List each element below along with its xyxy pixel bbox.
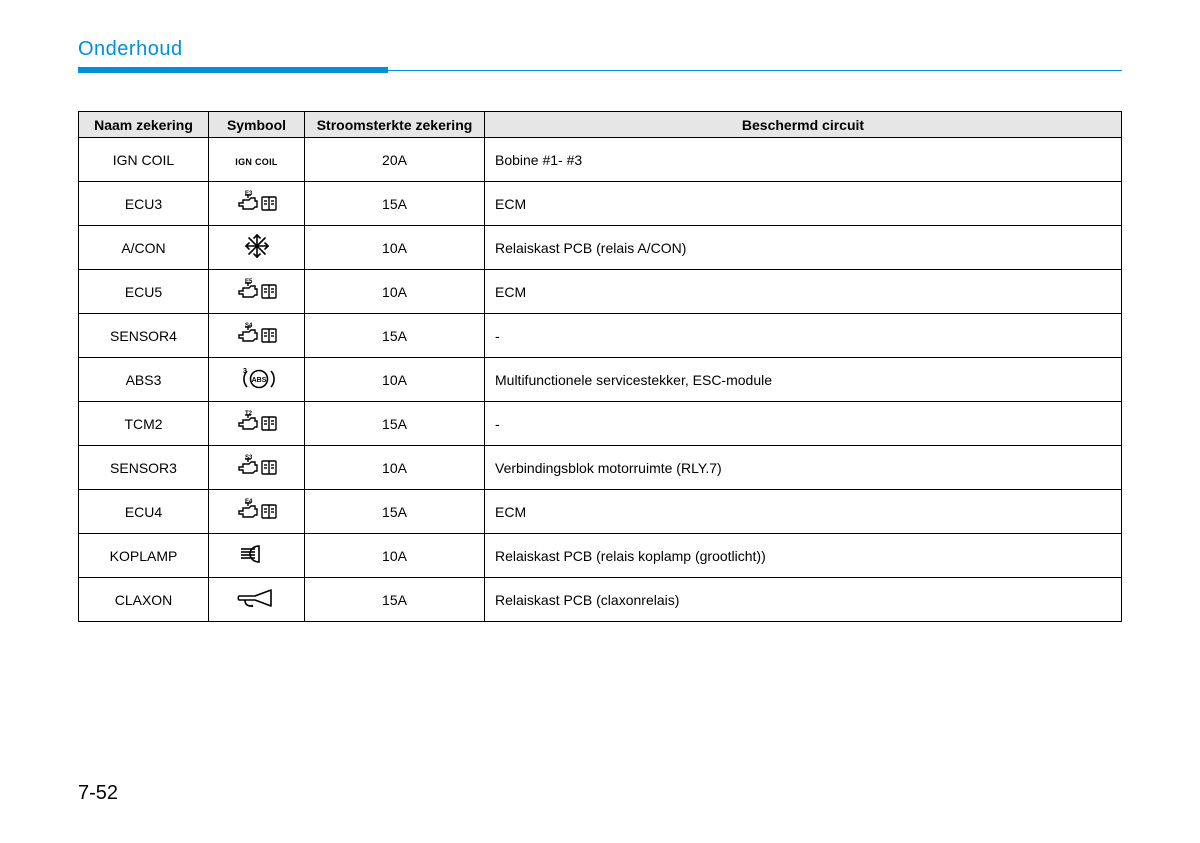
fuse-symbol-cell: 3 ABS: [209, 358, 305, 402]
engine-book-icon: E5: [235, 277, 279, 303]
abs-icon: 3 ABS: [235, 365, 279, 391]
table-row: IGN COIL IGN COIL 20A Bobine #1- #3: [79, 138, 1122, 182]
table-row: ABS3 3 ABS 10A Multifunctionele services…: [79, 358, 1122, 402]
fuse-rating-cell: 10A: [305, 226, 485, 270]
fuse-rating-cell: 10A: [305, 534, 485, 578]
engine-book-icon: E3: [235, 189, 279, 215]
fuse-name-cell: ABS3: [79, 358, 209, 402]
fuse-symbol-cell: IGN COIL: [209, 138, 305, 182]
fuse-circuit-cell: Verbindingsblok motorruimte (RLY.7): [485, 446, 1122, 490]
fuse-rating-cell: 10A: [305, 358, 485, 402]
fuse-rating-cell: 15A: [305, 402, 485, 446]
fuse-name-cell: SENSOR4: [79, 314, 209, 358]
fuse-symbol-cell: S4: [209, 314, 305, 358]
table-row: ECU3 E3 15A ECM: [79, 182, 1122, 226]
fuse-rating-cell: 15A: [305, 182, 485, 226]
table-row: ECU4 E4 15A ECM: [79, 490, 1122, 534]
table-row: CLAXON 15A Relaiskast PCB (claxonrelais): [79, 578, 1122, 622]
table-header-row: Naam zekering Symbool Stroomsterkte zeke…: [79, 112, 1122, 138]
fuse-circuit-cell: Bobine #1- #3: [485, 138, 1122, 182]
fuse-circuit-cell: Relaiskast PCB (relais A/CON): [485, 226, 1122, 270]
fuse-symbol-cell: [209, 578, 305, 622]
fuse-symbol-cell: T2: [209, 402, 305, 446]
fuse-rating-cell: 15A: [305, 314, 485, 358]
engine-book-icon: S3: [235, 453, 279, 479]
fuse-symbol-cell: [209, 226, 305, 270]
horn-icon: [235, 586, 279, 610]
svg-text:E5: E5: [245, 279, 253, 285]
engine-book-icon: E4: [235, 497, 279, 523]
fuse-circuit-cell: Relaiskast PCB (relais koplamp (grootlic…: [485, 534, 1122, 578]
col-header-circuit: Beschermd circuit: [485, 112, 1122, 138]
page-number: 7-52: [78, 782, 118, 805]
table-row: A/CON 10A Relaiskast PCB (relais A/CON): [79, 226, 1122, 270]
fuse-symbol-cell: S3: [209, 446, 305, 490]
fuse-circuit-cell: Multifunctionele servicestekker, ESC-mod…: [485, 358, 1122, 402]
fuse-rating-cell: 15A: [305, 578, 485, 622]
col-header-rating: Stroomsterkte zekering: [305, 112, 485, 138]
col-header-symbol: Symbool: [209, 112, 305, 138]
engine-book-icon: S4: [235, 321, 279, 347]
fuse-rating-cell: 15A: [305, 490, 485, 534]
fuse-name-cell: IGN COIL: [79, 138, 209, 182]
svg-text:E3: E3: [245, 191, 253, 197]
fuse-name-cell: TCM2: [79, 402, 209, 446]
fuse-circuit-cell: ECM: [485, 270, 1122, 314]
fuse-name-cell: ECU3: [79, 182, 209, 226]
snowflake-icon: [243, 232, 271, 260]
table-row: TCM2 T2 15A -: [79, 402, 1122, 446]
engine-book-icon: T2: [235, 409, 279, 435]
symbol-text-icon: IGN COIL: [235, 157, 277, 167]
fuse-circuit-cell: ECM: [485, 182, 1122, 226]
fuse-circuit-cell: ECM: [485, 490, 1122, 534]
table-row: SENSOR4 S4 15A -: [79, 314, 1122, 358]
fuse-name-cell: KOPLAMP: [79, 534, 209, 578]
fuse-rating-cell: 10A: [305, 270, 485, 314]
fuse-table: Naam zekering Symbool Stroomsterkte zeke…: [78, 111, 1122, 622]
svg-text:ABS: ABS: [251, 377, 266, 384]
fuse-name-cell: CLAXON: [79, 578, 209, 622]
fuse-symbol-cell: [209, 534, 305, 578]
fuse-circuit-cell: Relaiskast PCB (claxonrelais): [485, 578, 1122, 622]
section-title: Onderhoud: [78, 38, 1122, 61]
svg-text:T2: T2: [245, 411, 253, 417]
svg-text:S3: S3: [245, 455, 253, 461]
fuse-name-cell: SENSOR3: [79, 446, 209, 490]
fuse-name-cell: A/CON: [79, 226, 209, 270]
fuse-name-cell: ECU5: [79, 270, 209, 314]
fuse-symbol-cell: E3: [209, 182, 305, 226]
fuse-name-cell: ECU4: [79, 490, 209, 534]
title-rule: [78, 67, 1122, 69]
table-row: KOPLAMP 10A Relaiskast PCB (relais kopla…: [79, 534, 1122, 578]
table-row: SENSOR3 S3 10A Verbindingsblok motorruim…: [79, 446, 1122, 490]
fuse-circuit-cell: -: [485, 314, 1122, 358]
col-header-name: Naam zekering: [79, 112, 209, 138]
fuse-circuit-cell: -: [485, 402, 1122, 446]
fuse-rating-cell: 10A: [305, 446, 485, 490]
fuse-symbol-cell: E4: [209, 490, 305, 534]
table-row: ECU5 E5 10A ECM: [79, 270, 1122, 314]
fuse-rating-cell: 20A: [305, 138, 485, 182]
svg-text:E4: E4: [245, 499, 253, 505]
headlamp-icon: [237, 542, 277, 566]
svg-text:S4: S4: [245, 323, 253, 329]
fuse-symbol-cell: E5: [209, 270, 305, 314]
